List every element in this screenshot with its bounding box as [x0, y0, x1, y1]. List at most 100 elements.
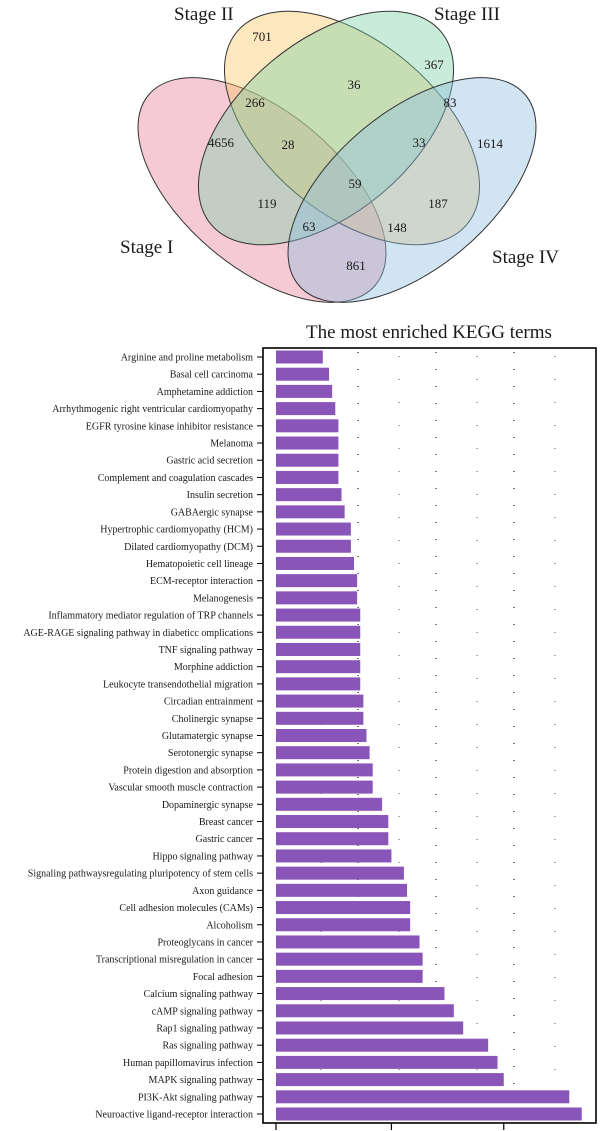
bar-10	[276, 505, 345, 519]
bar-15	[276, 591, 358, 605]
bar-17	[276, 625, 361, 639]
category-label-33: Cell adhesion molecules (CAMs)	[119, 903, 253, 914]
category-label-9: Insulin secretion	[187, 490, 253, 501]
bar-40	[276, 1021, 464, 1035]
venn-label-stage-ii: Stage II	[174, 4, 234, 25]
bar-21	[276, 694, 364, 708]
bar-23	[276, 729, 367, 742]
category-label-40: Rap1 signaling pathway	[156, 1023, 253, 1034]
bar-13	[276, 556, 354, 570]
bar-5	[276, 419, 339, 433]
bar-7	[276, 453, 339, 467]
bar-12	[276, 539, 351, 553]
category-label-30: Hippo signaling pathway	[152, 851, 253, 862]
category-label-25: Protein digestion and absorption	[123, 765, 253, 776]
category-label-41: Ras signaling pathway	[162, 1041, 253, 1052]
category-label-4: Arrhythmogenic right ventricular cardiom…	[52, 404, 253, 415]
bar-33	[276, 901, 411, 915]
category-labels-layer: Arginine and proline metabolism Basal cel…	[23, 353, 263, 1121]
x-axis-ticks	[275, 1123, 505, 1130]
category-label-45: Neuroactive ligand-receptor interaction	[95, 1110, 253, 1121]
category-label-39: cAMP signaling pathway	[152, 1006, 253, 1017]
category-label-38: Calcium signaling pathway	[144, 989, 253, 1000]
bar-36	[276, 952, 423, 966]
category-label-1: Arginine and proline metabolism	[121, 353, 254, 364]
category-label-32: Axon guidance	[192, 886, 253, 897]
venn-count-i-ii-iv: 148	[387, 220, 407, 235]
category-label-15: Melanogenesis	[193, 593, 253, 604]
category-label-44: PI3K-Akt signaling pathway	[138, 1092, 253, 1103]
venn-count-i: 4656	[208, 135, 235, 150]
category-label-3: Amphetamine addiction	[157, 387, 253, 398]
category-label-29: Gastric cancer	[196, 834, 254, 845]
bar-35	[276, 935, 420, 949]
bar-34	[276, 918, 411, 932]
bar-9	[276, 488, 342, 502]
venn-count-i-iii-iv: 63	[303, 219, 316, 234]
category-label-35: Proteoglycans in cancer	[157, 937, 253, 948]
category-label-20: Leukocyte transendothelial migration	[103, 679, 253, 690]
venn-count-iv: 1614	[477, 136, 504, 151]
bar-26	[276, 780, 373, 794]
category-label-10: GABAergic synapse	[171, 507, 254, 518]
bars-layer	[276, 350, 582, 1121]
bar-25	[276, 763, 373, 777]
bar-1	[276, 350, 323, 364]
category-label-14: ECM-receptor interaction	[150, 576, 253, 587]
venn-count-i-iii: 119	[257, 196, 276, 211]
venn-count-iii: 367	[424, 57, 444, 72]
category-label-22: Cholinergic synapse	[172, 714, 254, 725]
bar-39	[276, 1004, 454, 1018]
bar-31	[276, 866, 404, 880]
category-label-43: MAPK signaling pathway	[149, 1075, 253, 1086]
bar-38	[276, 987, 445, 1001]
bar-29	[276, 832, 389, 846]
category-label-19: Morphine addiction	[174, 662, 253, 673]
category-label-16: Inflammatory mediator regulation of TRP …	[48, 611, 253, 622]
venn-label-stage-iv: Stage IV	[492, 247, 559, 268]
category-label-42: Human papillomavirus infection	[123, 1058, 253, 1069]
bar-30	[276, 849, 392, 863]
bar-18	[276, 642, 361, 656]
bar-8	[276, 470, 339, 484]
category-label-27: Dopaminergic synapse	[162, 800, 254, 811]
category-label-13: Hematopoietic cell lineage	[146, 559, 254, 570]
venn-count-ii-iii: 36	[348, 77, 362, 92]
category-label-23: Glutamatergic synapse	[162, 731, 254, 742]
category-label-34: Alcoholism	[206, 920, 253, 931]
venn-count-all: 59	[349, 176, 362, 191]
category-label-21: Circadian entrainment	[164, 697, 253, 708]
bar-3	[276, 384, 333, 398]
venn-count-ii-iii-iv: 33	[413, 135, 426, 150]
bar-37	[276, 969, 423, 983]
category-label-18: TNF signaling pathway	[159, 645, 253, 656]
venn-count-i-ii-iii: 28	[282, 137, 295, 152]
bar-11	[276, 522, 351, 536]
category-label-17: AGE-RAGE signaling pathway in diabeticc …	[23, 628, 253, 639]
category-label-37: Focal adhesion	[193, 972, 253, 983]
bar-42	[276, 1055, 498, 1069]
chart-title: The most enriched KEGG terms	[306, 322, 552, 343]
bar-14	[276, 574, 358, 588]
bar-19	[276, 660, 361, 674]
category-label-2: Basal cell carcinoma	[170, 370, 254, 381]
bar-22	[276, 711, 364, 725]
category-label-8: Complement and coagulation cascades	[98, 473, 253, 484]
category-label-11: Hypertrophic cardiomyopathy (HCM)	[100, 525, 253, 536]
category-label-7: Gastric acid secretion	[166, 456, 253, 467]
bar-6	[276, 436, 339, 450]
venn-label-stage-i: Stage I	[120, 237, 173, 258]
category-label-28: Breast cancer	[199, 817, 254, 828]
bar-32	[276, 883, 408, 897]
venn-count-ii-iv: 187	[428, 196, 448, 211]
bar-20	[276, 677, 361, 691]
venn-count-i-ii: 266	[245, 95, 265, 110]
venn-label-stage-iii: Stage III	[434, 4, 500, 25]
venn-count-i-iv: 861	[346, 258, 366, 273]
venn-set-stage-i-ellipse	[137, 77, 387, 303]
venn-count-ii: 701	[252, 29, 272, 44]
category-label-12: Dilated cardiomyopathy (DCM)	[124, 542, 253, 553]
venn-set-stage-iii-ellipse	[197, 10, 455, 246]
bar-4	[276, 402, 336, 416]
